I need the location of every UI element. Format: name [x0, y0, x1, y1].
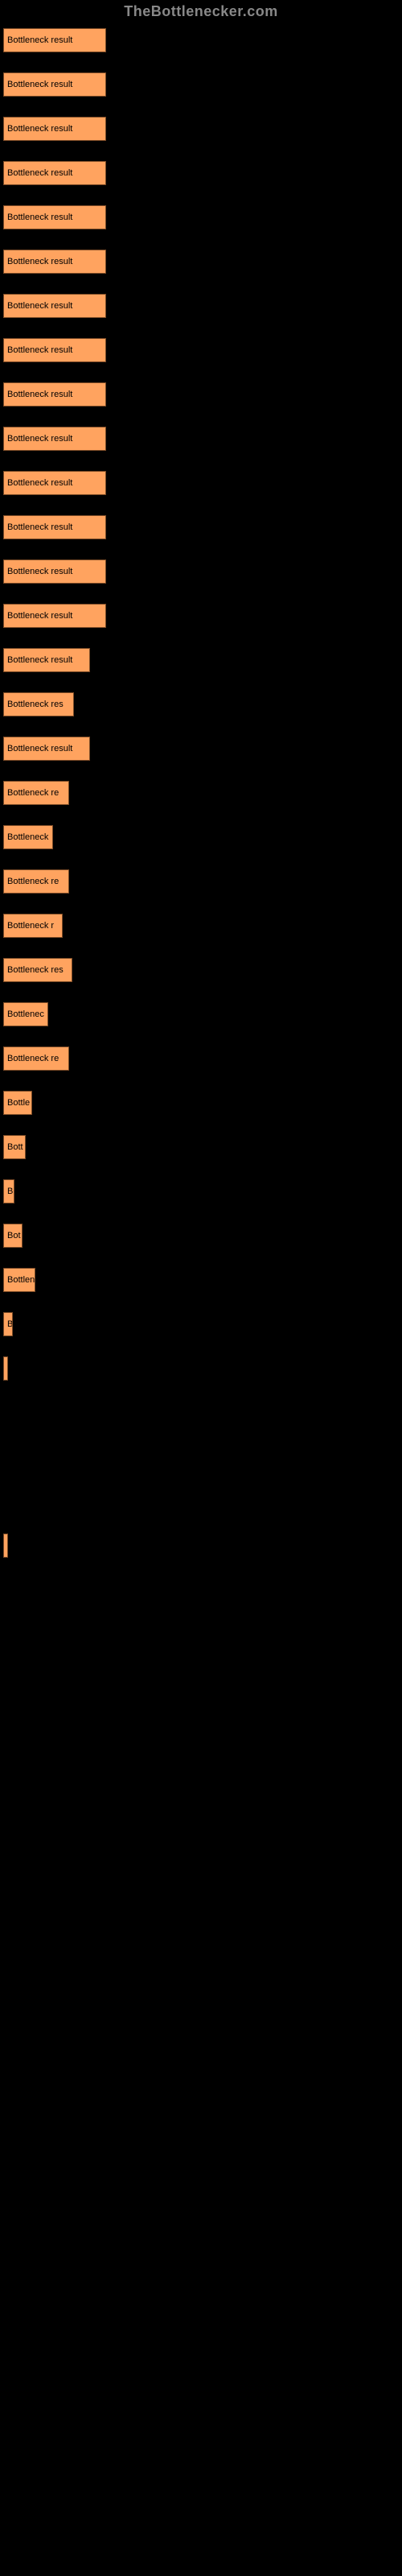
bar-row: Bottlen — [3, 1268, 402, 1312]
bar-row: Bottleneck result — [3, 338, 402, 382]
bar-row: Bottleneck result — [3, 604, 402, 648]
bar-row — [3, 1489, 402, 1534]
chart-bar: Bottleneck result — [3, 559, 106, 584]
bar-label: Bottleneck result — [7, 522, 72, 532]
chart-bar: Bottlen — [3, 1268, 35, 1292]
bar-label: Bottle — [7, 1098, 30, 1108]
bar-label: Bot — [7, 1231, 21, 1241]
bar-label: Bottleneck result — [7, 567, 72, 576]
chart-bar — [3, 1356, 8, 1381]
bar-row: Bottleneck re — [3, 781, 402, 825]
chart-bar: Bottle — [3, 1091, 32, 1115]
bar-row: Bott — [3, 1135, 402, 1179]
chart-bar: Bottleneck re — [3, 869, 69, 894]
chart-bar: Bottleneck r — [3, 914, 63, 938]
bar-label: Bottleneck result — [7, 80, 72, 89]
chart-bar: Bottleneck result — [3, 161, 106, 185]
bar-row: Bottleneck result — [3, 427, 402, 471]
bar-row: Bottleneck result — [3, 737, 402, 781]
bar-row: Bottleneck result — [3, 250, 402, 294]
bar-row: Bottleneck re — [3, 869, 402, 914]
bar-row: B — [3, 1179, 402, 1224]
chart-bar: Bottleneck result — [3, 427, 106, 451]
bar-row: B — [3, 1312, 402, 1356]
bar-label: Bottleneck result — [7, 744, 72, 753]
bar-label: Bottlenec — [7, 1009, 44, 1019]
bar-label: Bottleneck re — [7, 877, 59, 886]
chart-bar: B — [3, 1179, 14, 1203]
bar-label: Bottleneck re — [7, 1054, 59, 1063]
bar-label: Bottleneck result — [7, 168, 72, 178]
bar-row: Bottleneck result — [3, 648, 402, 692]
bar-row: Bottleneck r — [3, 914, 402, 958]
bar-row: Bottleneck re — [3, 1046, 402, 1091]
bar-label: Bottleneck result — [7, 257, 72, 266]
bar-label: Bottleneck result — [7, 390, 72, 399]
chart-bar: Bottlenec — [3, 1002, 48, 1026]
bar-row: Bottleneck result — [3, 117, 402, 161]
chart-bar: Bottleneck re — [3, 1046, 69, 1071]
bar-label: Bottleneck result — [7, 611, 72, 621]
bar-row: Bottleneck — [3, 825, 402, 869]
bar-row: Bottleneck result — [3, 471, 402, 515]
chart-bar: Bottleneck res — [3, 692, 74, 716]
chart-bar: Bottleneck result — [3, 28, 106, 52]
bar-row: Bottle — [3, 1091, 402, 1135]
bar-row: Bottleneck result — [3, 294, 402, 338]
chart-bar: Bottleneck result — [3, 648, 90, 672]
bar-label: Bottleneck result — [7, 124, 72, 134]
bar-label: B — [7, 1187, 13, 1196]
chart-bar: Bott — [3, 1135, 26, 1159]
bar-label: Bottleneck result — [7, 213, 72, 222]
bar-label: Bottleneck result — [7, 301, 72, 311]
bar-row: Bottlenec — [3, 1002, 402, 1046]
bar-row: Bottleneck result — [3, 559, 402, 604]
bar-label: B — [7, 1319, 13, 1329]
chart-bar: Bottleneck result — [3, 250, 106, 274]
chart-bar: B — [3, 1312, 13, 1336]
bar-label: Bottleneck — [7, 832, 48, 842]
bar-label: Bott — [7, 1142, 23, 1152]
bar-label: Bottleneck result — [7, 655, 72, 665]
bar-row: Bottleneck res — [3, 692, 402, 737]
chart-bar: Bottleneck res — [3, 958, 72, 982]
bar-label: Bottleneck re — [7, 788, 59, 798]
bar-row: Bottleneck result — [3, 161, 402, 205]
bar-label: Bottleneck res — [7, 700, 64, 709]
bar-row: Bottleneck result — [3, 205, 402, 250]
chart-bar: Bot — [3, 1224, 23, 1248]
bar-row — [3, 1445, 402, 1489]
bar-row: Bottleneck result — [3, 28, 402, 72]
bar-label: Bottleneck result — [7, 35, 72, 45]
bar-row: Bot — [3, 1224, 402, 1268]
chart-bar: Bottleneck result — [3, 382, 106, 407]
chart-bar: Bottleneck — [3, 825, 53, 849]
bar-label: Bottlen — [7, 1275, 35, 1285]
bar-label: Bottleneck r — [7, 921, 54, 931]
bar-row — [3, 1401, 402, 1445]
chart-bar: Bottleneck result — [3, 72, 106, 97]
bar-label: Bottleneck result — [7, 478, 72, 488]
bar-row — [3, 1534, 402, 1578]
chart-bar: Bottleneck result — [3, 294, 106, 318]
bar-label: Bottleneck result — [7, 434, 72, 444]
chart-bar: Bottleneck re — [3, 781, 69, 805]
chart-bar: Bottleneck result — [3, 604, 106, 628]
chart-bar: Bottleneck result — [3, 338, 106, 362]
watermark-text: TheBottlenecker.com — [124, 3, 278, 20]
bar-chart: Bottleneck result Bottleneck result Bottle… — [0, 0, 402, 1578]
bar-label: Bottleneck res — [7, 965, 64, 975]
chart-bar: Bottleneck result — [3, 205, 106, 229]
chart-bar: Bottleneck result — [3, 515, 106, 539]
bar-row: Bottleneck res — [3, 958, 402, 1002]
bar-label: Bottleneck result — [7, 345, 72, 355]
bar-row — [3, 1356, 402, 1401]
chart-bar: Bottleneck result — [3, 117, 106, 141]
bar-row: Bottleneck result — [3, 382, 402, 427]
chart-bar: Bottleneck result — [3, 737, 90, 761]
bar-row: Bottleneck result — [3, 72, 402, 117]
chart-bar: Bottleneck result — [3, 471, 106, 495]
chart-bar — [3, 1534, 8, 1558]
bar-row: Bottleneck result — [3, 515, 402, 559]
